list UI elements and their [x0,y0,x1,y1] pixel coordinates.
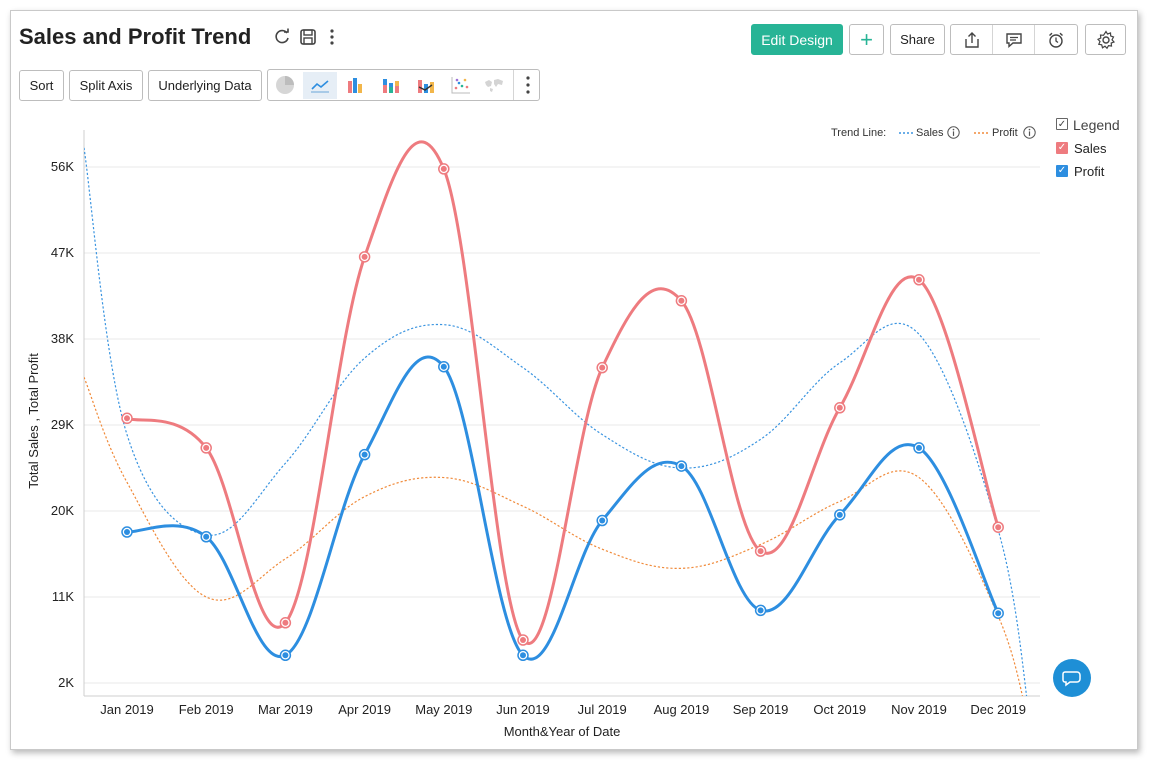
data-point-dot-profit [520,652,526,659]
x-tick-label: Jul 2019 [578,702,627,717]
profit-trend-info-icon[interactable] [1023,126,1036,139]
x-axis-label: Month&Year of Date [504,724,621,739]
more-options-icon[interactable] [323,28,341,46]
data-point-dot-sales [599,364,606,371]
x-tick-label: Aug 2019 [654,702,710,717]
x-tick-label: Nov 2019 [891,702,947,717]
export-icon [964,31,979,48]
chart-bar-divider [513,70,514,100]
y-tick-label: 2K [58,675,74,690]
pie-chart-icon[interactable] [274,75,296,95]
legend-label-profit: Profit [1074,164,1105,179]
y-tick-label: 11K [52,589,74,604]
x-tick-label: Dec 2019 [970,702,1026,717]
data-point-dot-sales [995,524,1002,531]
alarm-button[interactable] [1035,25,1077,54]
map-chart-icon[interactable] [483,75,505,95]
x-tick-label: Feb 2019 [179,702,234,717]
y-tick-label: 29K [51,417,74,432]
data-point-dot-sales [361,253,368,260]
data-point-dot-profit [599,517,606,524]
data-point-dot-sales [282,619,289,626]
legend-title[interactable]: ✓ Legend [1056,117,1126,133]
y-axis-label: Total Sales , Total Profit [26,353,41,489]
gear-icon [1096,29,1115,49]
data-point-dot-sales [678,297,685,304]
y-tick-label: 47K [51,245,74,260]
data-point-dot-sales [757,548,764,555]
more-charts-icon[interactable] [517,75,539,95]
data-point-dot-sales [440,165,447,172]
series-line-sales [126,140,1000,645]
data-point-dot-profit [440,363,447,370]
share-button[interactable]: Share [890,24,945,55]
y-tick-label: 38K [51,331,74,346]
chat-button[interactable] [1053,659,1091,697]
profit-trend-swatch [974,132,990,134]
sort-button[interactable]: Sort [19,70,64,101]
x-tick-label: Jan 2019 [100,702,154,717]
data-point-dot-sales [203,444,210,451]
split-axis-button[interactable]: Split Axis [69,70,143,101]
comment-icon [1005,32,1022,48]
x-tick-label: Apr 2019 [338,702,391,717]
x-tick-label: Sep 2019 [733,702,789,717]
legend-toggle-checkbox[interactable]: ✓ [1056,118,1068,130]
save-icon[interactable] [299,28,317,46]
sales-trend-info-icon[interactable] [947,126,960,139]
chart-window [10,10,1138,750]
alarm-clock-icon [1049,32,1063,48]
legend-item-sales[interactable]: ✓ Sales [1056,141,1126,157]
data-point-dot-sales [520,637,526,643]
trend-line-label: Trend Line: [831,127,887,139]
chat-bubble-icon [1062,671,1081,687]
legend-label-sales: Sales [1074,141,1107,156]
underlying-data-button[interactable]: Underlying Data [148,70,262,101]
data-point-dot-sales [124,415,130,422]
refresh-icon[interactable] [273,28,291,46]
settings-button[interactable] [1085,24,1126,55]
data-point-dot-profit [124,529,130,536]
profit-checkbox[interactable]: ✓ [1056,165,1068,177]
data-point-dot-profit [678,463,685,470]
legend-item-profit[interactable]: ✓ Profit [1056,164,1126,180]
x-tick-label: Oct 2019 [813,702,866,717]
chart-type-bar [267,69,540,101]
trend-line-profit [84,376,1023,696]
combo-chart-icon[interactable] [415,75,437,95]
profit-trend-label: Profit [992,127,1018,139]
sales-trend-label: Sales [916,127,944,139]
data-point-dot-profit [361,451,368,458]
sales-trend-swatch [899,132,915,134]
data-point-dot-profit [836,511,843,518]
data-point-dot-sales [836,404,843,411]
data-point-dot-profit [203,533,210,540]
page-title: Sales and Profit Trend [19,24,252,49]
data-point-dot-profit [757,607,764,614]
y-tick-label: 20K [51,503,74,518]
data-point-dot-profit [282,652,289,659]
x-tick-label: May 2019 [415,702,472,717]
add-button[interactable]: + [849,24,884,55]
legend-title-label: Legend [1073,117,1120,133]
data-point-dot-profit [916,444,922,451]
comment-button[interactable] [993,25,1036,54]
bar-chart-icon[interactable] [345,75,367,95]
scatter-chart-icon[interactable] [450,75,472,95]
stacked-bar-chart-icon[interactable] [380,75,402,95]
data-point-dot-profit [995,610,1002,617]
export-button[interactable] [951,25,994,54]
x-tick-label: Jun 2019 [496,702,550,717]
action-button-group [950,24,1078,55]
y-tick-label: 56K [51,159,74,174]
sales-checkbox[interactable]: ✓ [1056,142,1068,154]
data-point-dot-sales [916,276,922,283]
edit-design-button[interactable]: Edit Design [751,24,843,55]
trend-line-sales [84,147,1028,696]
x-tick-label: Mar 2019 [258,702,313,717]
line-chart-icon[interactable] [309,75,331,95]
plus-icon: + [860,26,873,52]
